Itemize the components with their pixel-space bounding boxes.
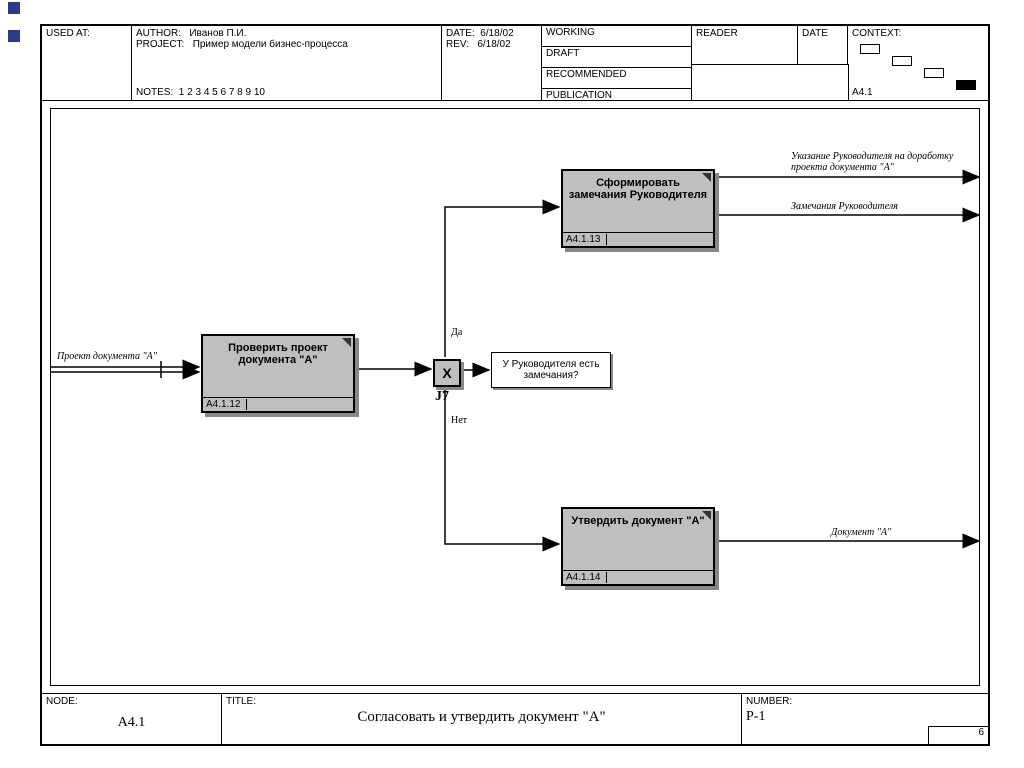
ctx-box-4 [956, 80, 976, 90]
ctx-box-2 [892, 56, 912, 66]
header-block: USED AT: AUTHOR: Иванов П.И. PROJECT: Пр… [42, 26, 988, 101]
process-p1: Проверить проект документа "А" A4.1.12 [201, 334, 355, 413]
ftr-node: NODE: A4.1 [42, 694, 222, 744]
ctx-box-1 [860, 44, 880, 54]
author-label: AUTHOR: [136, 28, 181, 39]
p1-ref: A4.1.12 [206, 399, 247, 410]
hdr-reader-lower [692, 64, 849, 101]
corner-icon [702, 511, 711, 520]
diagram-frame: USED AT: AUTHOR: Иванов П.И. PROJECT: Пр… [40, 24, 990, 746]
p3-ref: A4.1.14 [566, 572, 607, 583]
p2-ref: A4.1.13 [566, 234, 607, 245]
ctx-box-3 [924, 68, 944, 78]
number-label: NUMBER: [746, 696, 792, 707]
diagram-svg [51, 109, 979, 685]
status-publication: PUBLICATION [542, 89, 691, 109]
rev-value: 6/18/02 [477, 39, 510, 50]
flow-input-label: Проект документа "А" [57, 351, 157, 362]
diagram-canvas: Проект документа "А" Проверить проект до… [50, 108, 980, 686]
date-label: DATE: [446, 28, 475, 39]
reader-label: READER [696, 28, 738, 39]
node-value: A4.1 [46, 715, 217, 731]
title-value: Согласовать и утвердить документ "А" [226, 709, 737, 726]
project-row: PROJECT: Пример модели бизнес-процесса [136, 39, 437, 50]
ftr-title: TITLE: Согласовать и утвердить документ … [222, 694, 742, 744]
context-ref: A4.1 [852, 87, 873, 98]
hdr-hdate: DATE [798, 26, 848, 64]
title-label: TITLE: [226, 696, 256, 707]
node-label: NODE: [46, 696, 78, 707]
decision-text: У Руководителя есть замечания? [503, 359, 600, 381]
p1-title: Проверить проект документа "А" [203, 336, 353, 372]
decor-square [8, 30, 20, 42]
decision-box: У Руководителя есть замечания? [491, 352, 611, 388]
ftr-number: NUMBER: P-1 6 [742, 694, 988, 744]
corner-icon [342, 338, 351, 347]
p3-title: Утвердить документ "А" [563, 509, 713, 533]
used-at-label: USED AT: [46, 28, 90, 39]
hdr-reader: READER [692, 26, 798, 64]
notes-label: NOTES: [136, 87, 173, 98]
flow-out1: Указание Руководителя на доработку проек… [791, 151, 961, 173]
footer-block: NODE: A4.1 TITLE: Согласовать и утвердит… [42, 693, 988, 744]
hdr-daterev: DATE: 6/18/02 REV: 6/18/02 [442, 26, 542, 100]
flow-yes: Да [451, 327, 462, 338]
number-value: P-1 [746, 709, 984, 725]
author-value: Иванов П.И. [189, 28, 246, 39]
page-value: 6 [928, 726, 988, 744]
rev-row: REV: 6/18/02 [446, 39, 537, 50]
project-label: PROJECT: [136, 39, 184, 50]
status-draft: DRAFT [542, 47, 691, 68]
hdr-authproj: AUTHOR: Иванов П.И. PROJECT: Пример моде… [132, 26, 442, 100]
junction-box: X [433, 359, 461, 387]
date-value: 6/18/02 [480, 28, 513, 39]
process-p3: Утвердить документ "А" A4.1.14 [561, 507, 715, 586]
hdr-used-at: USED AT: [42, 26, 132, 100]
corner-icon [702, 173, 711, 182]
date-row: DATE: 6/18/02 [446, 28, 537, 39]
junction-symbol: X [442, 365, 451, 381]
hdr-context: CONTEXT: A4.1 [848, 26, 988, 100]
process-p2: Сформировать замечания Руководителя A4.1… [561, 169, 715, 248]
p2-title: Сформировать замечания Руководителя [563, 171, 713, 207]
status-recommended: RECOMMENDED [542, 68, 691, 89]
rev-label: REV: [446, 39, 469, 50]
decor-square [8, 2, 20, 14]
flow-no: Нет [451, 415, 467, 426]
context-label: CONTEXT: [852, 28, 901, 39]
author-row: AUTHOR: Иванов П.И. [136, 28, 437, 39]
hdr-status: WORKING DRAFT RECOMMENDED PUBLICATION [542, 26, 692, 100]
notes-value: 1 2 3 4 5 6 7 8 9 10 [179, 87, 265, 98]
status-working: WORKING [542, 26, 691, 47]
hdate-label: DATE [802, 28, 828, 39]
junction-id: J7 [435, 389, 449, 405]
flow-out2: Замечания Руководителя [791, 201, 898, 212]
project-value: Пример модели бизнес-процесса [193, 39, 348, 50]
flow-out3: Документ "А" [831, 527, 891, 538]
notes-row: NOTES: 1 2 3 4 5 6 7 8 9 10 [136, 87, 265, 98]
